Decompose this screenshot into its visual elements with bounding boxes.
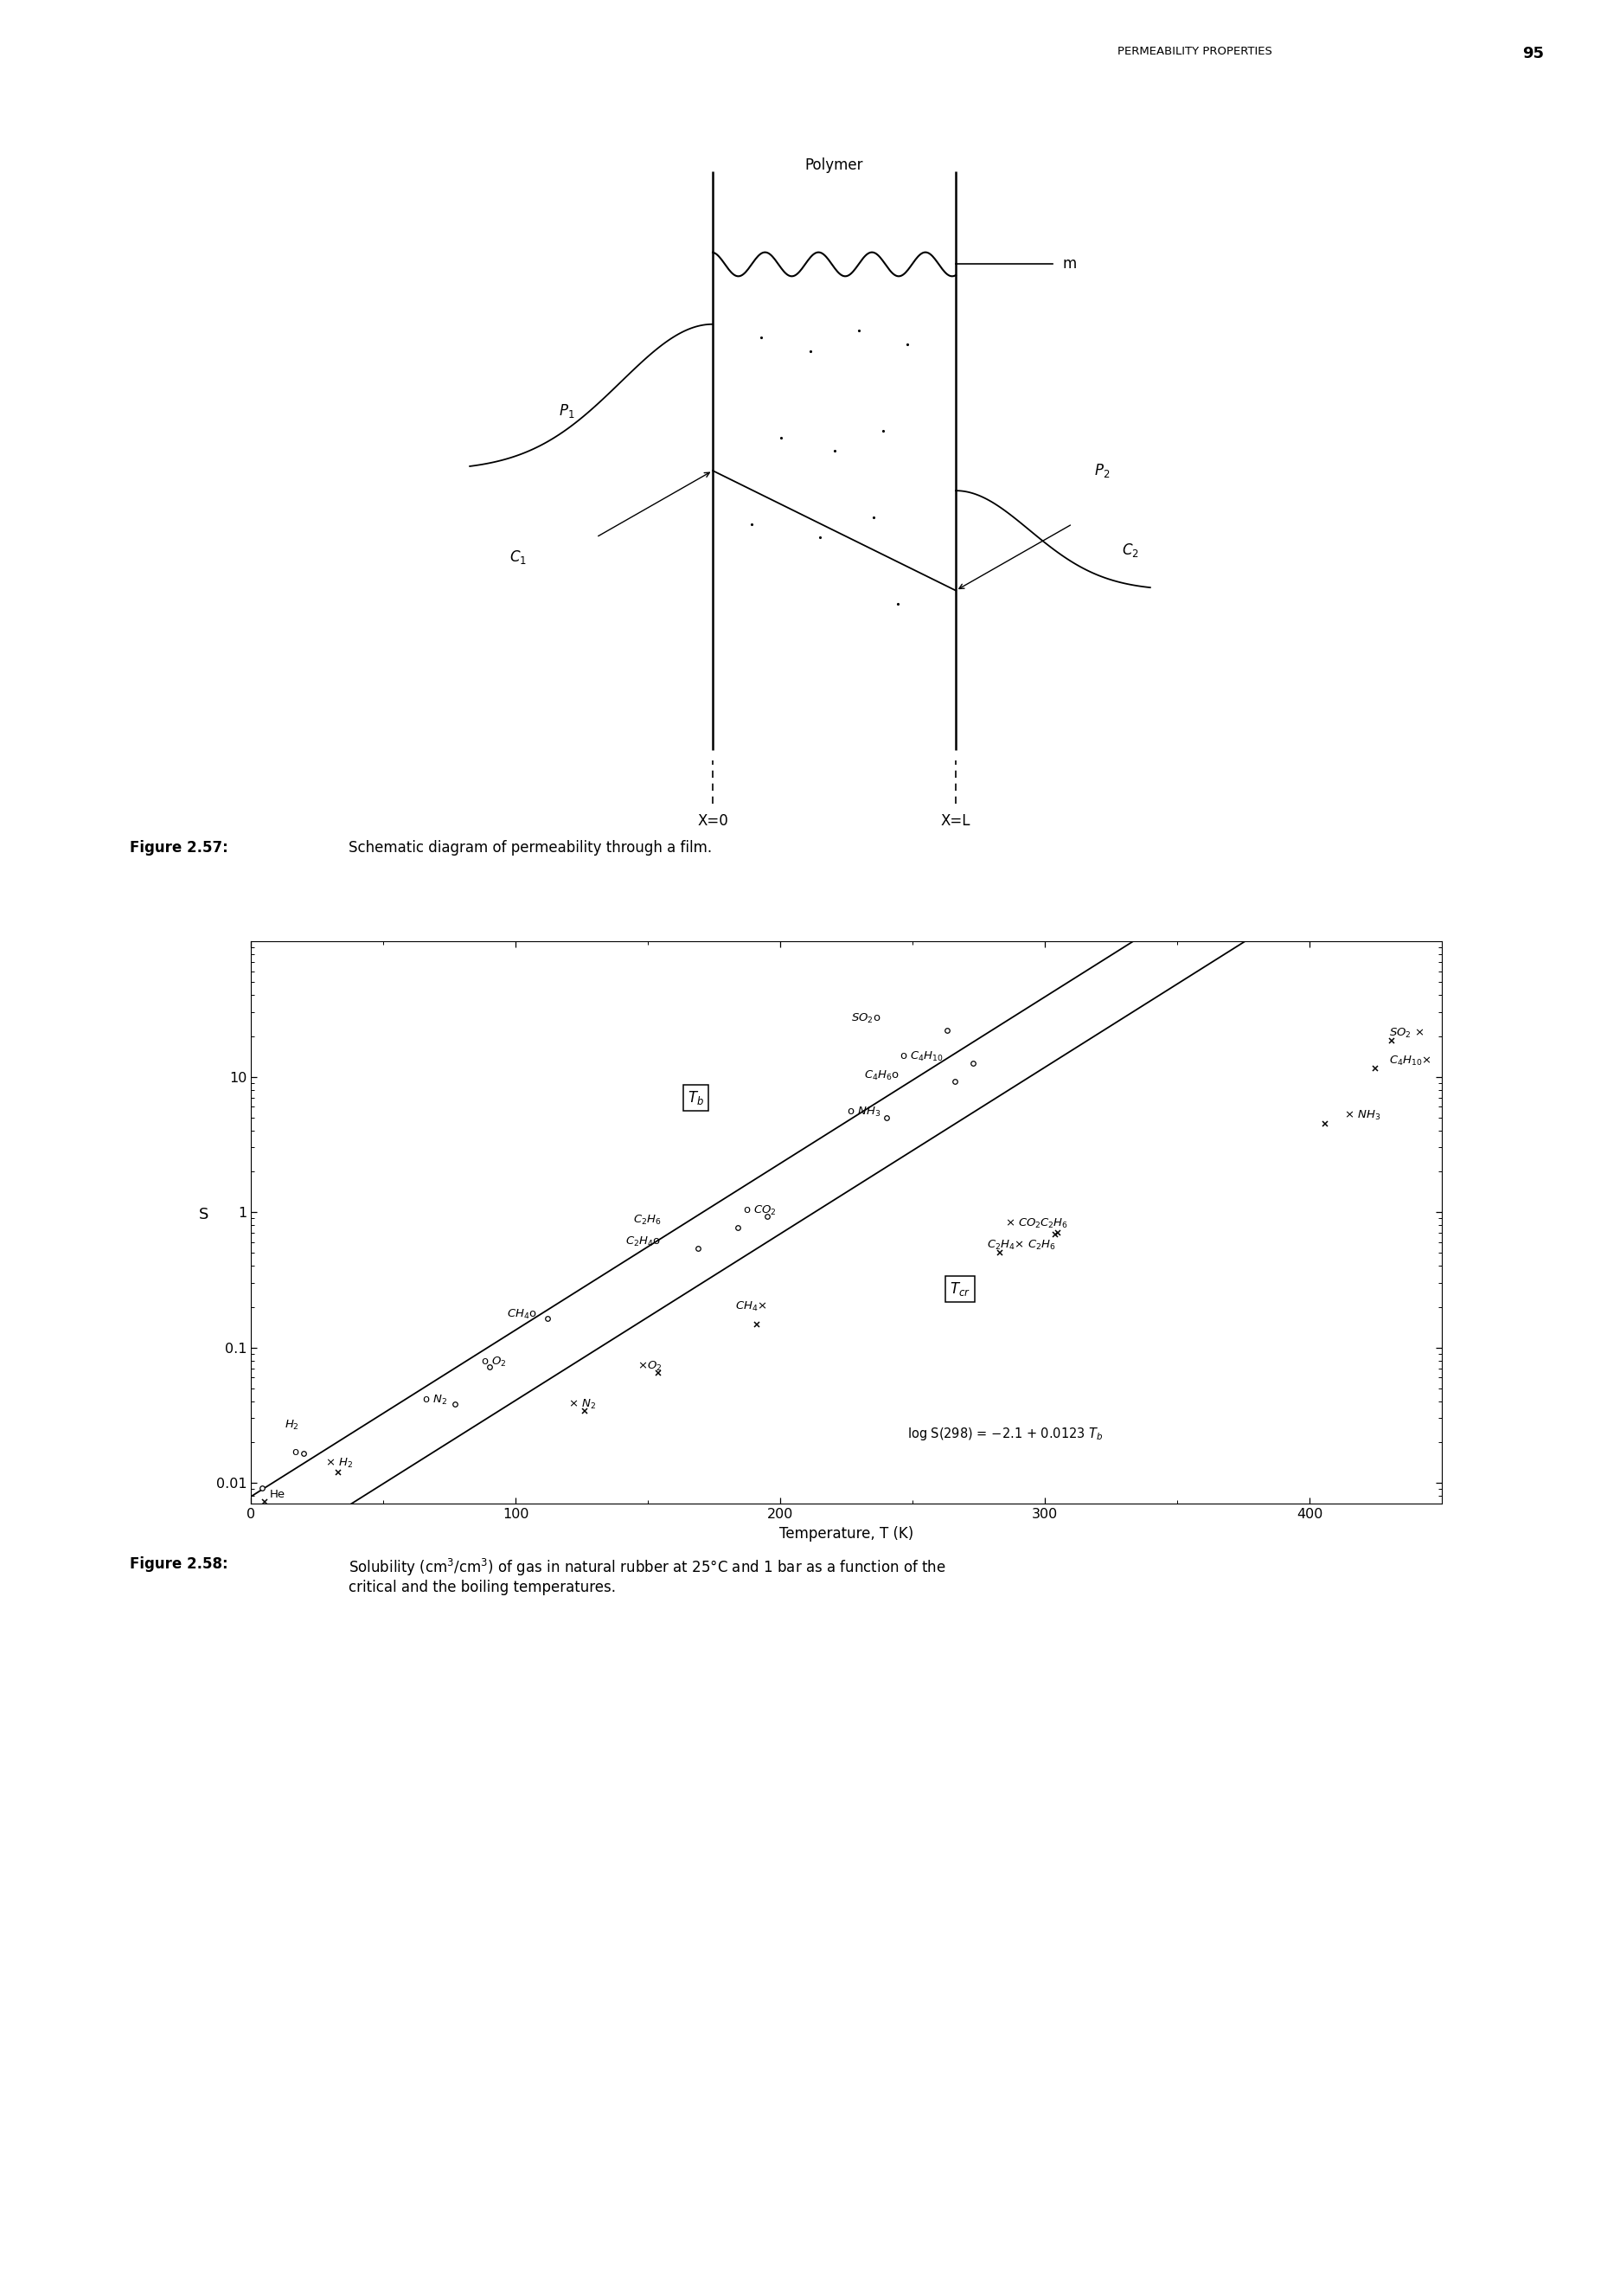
Text: o $O_2$: o $O_2$: [481, 1355, 507, 1368]
Text: $C_2H_6$: $C_2H_6$: [1040, 1217, 1068, 1231]
Text: He: He: [269, 1490, 285, 1499]
Text: o: o: [292, 1446, 298, 1458]
Text: $P_2$: $P_2$: [1094, 461, 1110, 480]
Text: × $N_2$: × $N_2$: [569, 1398, 596, 1412]
Text: $T_{cr}$: $T_{cr}$: [949, 1281, 970, 1297]
Text: Figure 2.58:: Figure 2.58:: [130, 1557, 228, 1573]
Text: ×$O_2$: ×$O_2$: [637, 1359, 663, 1373]
Text: $C_1$: $C_1$: [510, 549, 526, 565]
Text: o $C_4H_{10}$: o $C_4H_{10}$: [899, 1052, 943, 1063]
Text: $H_2$: $H_2$: [284, 1419, 298, 1430]
Text: Schematic diagram of permeability through a film.: Schematic diagram of permeability throug…: [348, 840, 711, 856]
Text: $C_4H_6$o: $C_4H_6$o: [863, 1070, 899, 1081]
Text: m: m: [1063, 257, 1077, 271]
Text: X=0: X=0: [697, 813, 729, 829]
Text: log S(298) = −2.1 + 0.0123 $T_b$: log S(298) = −2.1 + 0.0123 $T_b$: [907, 1426, 1103, 1442]
Y-axis label: S: S: [199, 1208, 209, 1221]
Text: $SO_2$o: $SO_2$o: [850, 1013, 881, 1024]
Text: $C_2$: $C_2$: [1123, 542, 1139, 560]
Text: Solubility (cm$^3$/cm$^3$) of gas in natural rubber at 25°C and 1 bar as a funct: Solubility (cm$^3$/cm$^3$) of gas in nat…: [348, 1557, 946, 1596]
Text: $T_b$: $T_b$: [687, 1088, 703, 1107]
Text: × $CO_2$: × $CO_2$: [1004, 1217, 1042, 1231]
X-axis label: Temperature, T (K): Temperature, T (K): [779, 1527, 914, 1541]
Text: $C_2H_4$× $C_2H_6$: $C_2H_4$× $C_2H_6$: [987, 1238, 1056, 1251]
Text: $CH_4$o: $CH_4$o: [507, 1309, 536, 1320]
Text: PERMEABILITY PROPERTIES: PERMEABILITY PROPERTIES: [1118, 46, 1273, 57]
Text: Polymer: Polymer: [805, 158, 863, 172]
Text: Figure 2.57:: Figure 2.57:: [130, 840, 228, 856]
Text: o $NH_3$: o $NH_3$: [846, 1104, 880, 1118]
Text: $C_2H_4$o: $C_2H_4$o: [625, 1235, 661, 1249]
Text: o $N_2$: o $N_2$: [421, 1394, 447, 1407]
Text: X=L: X=L: [941, 813, 970, 829]
Text: o $CO_2$: o $CO_2$: [744, 1205, 778, 1217]
Text: 95: 95: [1523, 46, 1544, 62]
Text: × $H_2$: × $H_2$: [326, 1456, 353, 1469]
Text: $CH_4$×: $CH_4$×: [735, 1300, 768, 1313]
Text: $P_1$: $P_1$: [559, 402, 575, 420]
Text: × $NH_3$: × $NH_3$: [1345, 1109, 1380, 1123]
Text: $C_4H_{10}$×: $C_4H_{10}$×: [1388, 1054, 1430, 1068]
Text: $SO_2$ ×: $SO_2$ ×: [1388, 1026, 1424, 1040]
Text: $C_2H_6$: $C_2H_6$: [633, 1215, 661, 1226]
